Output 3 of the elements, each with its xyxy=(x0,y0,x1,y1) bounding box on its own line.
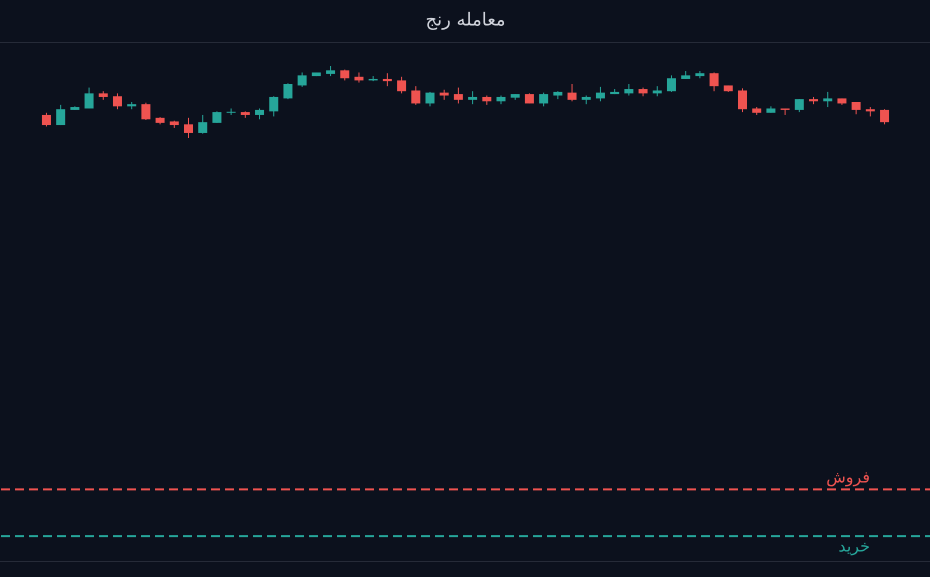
ref-line-label: خرید xyxy=(838,536,870,556)
chart-title: معامله رنج xyxy=(425,10,506,31)
ref-line-label: فروش xyxy=(826,468,870,487)
